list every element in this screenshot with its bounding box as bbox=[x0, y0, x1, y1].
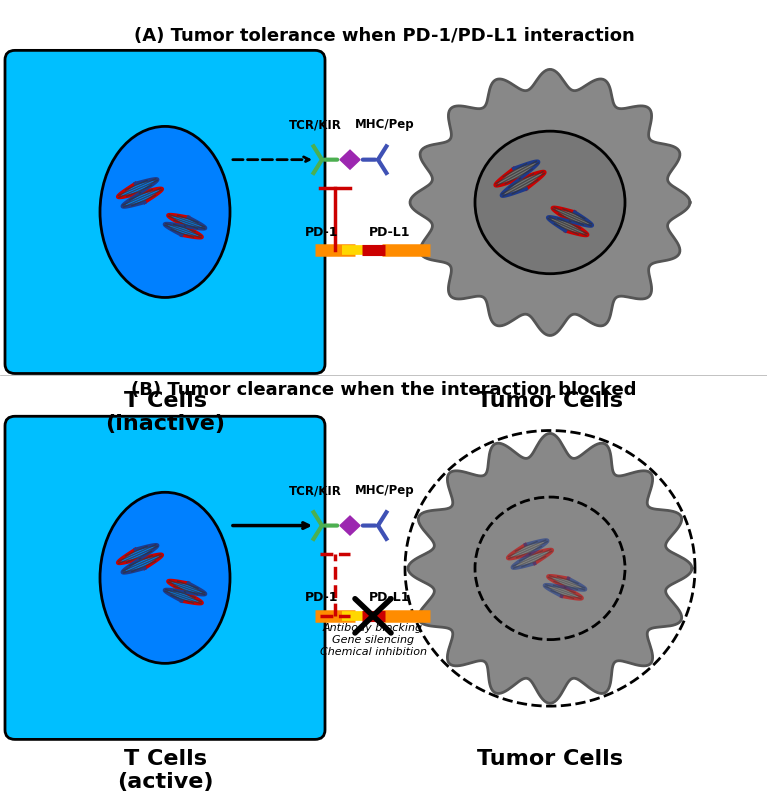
Text: PD-L1: PD-L1 bbox=[369, 592, 411, 604]
Text: PD-1: PD-1 bbox=[305, 225, 339, 239]
Text: MHC/Pep: MHC/Pep bbox=[355, 118, 415, 131]
Ellipse shape bbox=[100, 126, 230, 297]
Polygon shape bbox=[410, 70, 690, 335]
Text: PD-L1: PD-L1 bbox=[369, 225, 411, 239]
Text: PD-1: PD-1 bbox=[305, 592, 339, 604]
Text: Tumor Cells: Tumor Cells bbox=[477, 749, 623, 769]
Polygon shape bbox=[408, 434, 692, 703]
Text: Antibody blocking
Gene silencing
Chemical inhibition: Antibody blocking Gene silencing Chemica… bbox=[320, 623, 426, 657]
Text: TCR/KIR: TCR/KIR bbox=[288, 118, 341, 131]
Text: T Cells
(inactive): T Cells (inactive) bbox=[105, 391, 225, 434]
Polygon shape bbox=[340, 516, 360, 535]
Text: T Cells
(active): T Cells (active) bbox=[117, 749, 213, 792]
Ellipse shape bbox=[100, 492, 230, 664]
Text: MHC/Pep: MHC/Pep bbox=[355, 484, 415, 497]
Ellipse shape bbox=[475, 131, 625, 274]
Text: (B) Tumor clearance when the interaction blocked: (B) Tumor clearance when the interaction… bbox=[131, 381, 637, 399]
Polygon shape bbox=[340, 150, 360, 169]
Text: (A) Tumor tolerance when PD-1/PD-L1 interaction: (A) Tumor tolerance when PD-1/PD-L1 inte… bbox=[133, 27, 634, 44]
Text: Tumor Cells: Tumor Cells bbox=[477, 391, 623, 411]
FancyBboxPatch shape bbox=[5, 416, 325, 739]
Text: TCR/KIR: TCR/KIR bbox=[288, 484, 341, 497]
FancyBboxPatch shape bbox=[5, 51, 325, 374]
